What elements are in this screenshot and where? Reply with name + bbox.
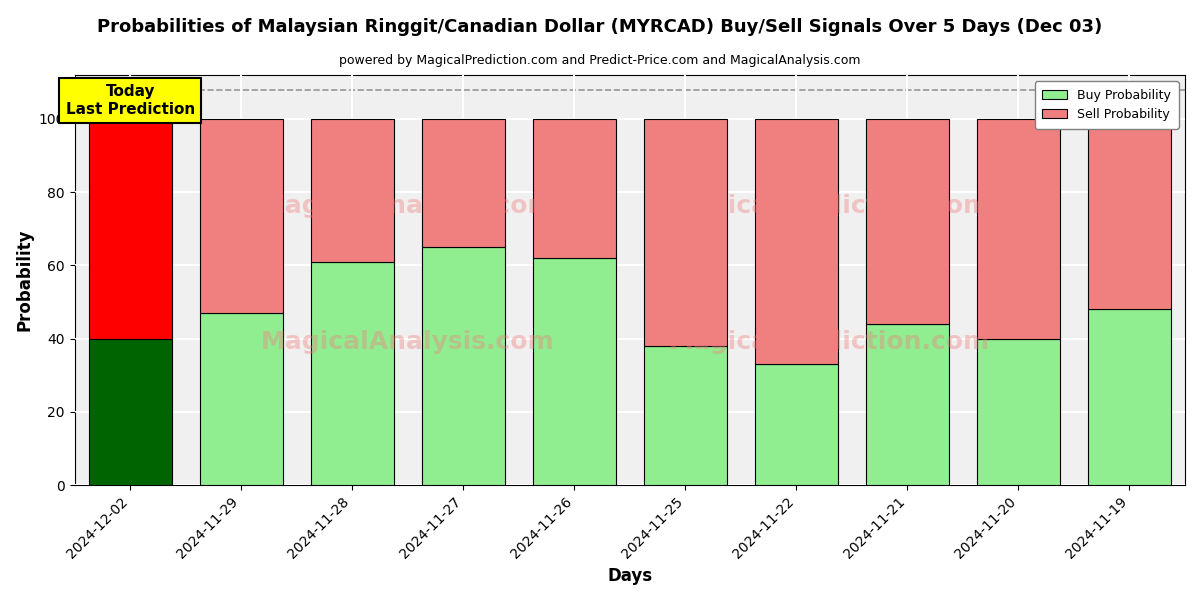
Bar xyxy=(199,313,283,485)
Text: Today
Last Prediction: Today Last Prediction xyxy=(66,85,194,117)
Text: powered by MagicalPrediction.com and Predict-Price.com and MagicalAnalysis.com: powered by MagicalPrediction.com and Pre… xyxy=(340,54,860,67)
Legend: Buy Probability, Sell Probability: Buy Probability, Sell Probability xyxy=(1034,81,1178,128)
Bar xyxy=(1088,310,1171,485)
Bar xyxy=(865,324,949,485)
X-axis label: Days: Days xyxy=(607,567,653,585)
Text: MagicalPrediction.com: MagicalPrediction.com xyxy=(670,329,990,353)
Text: MagicalPrediction.com: MagicalPrediction.com xyxy=(670,194,990,218)
Text: MagicalAnalysis.com: MagicalAnalysis.com xyxy=(260,329,554,353)
Bar xyxy=(311,262,394,485)
Bar xyxy=(643,119,727,346)
Bar xyxy=(643,346,727,485)
Bar xyxy=(199,119,283,313)
Text: Probabilities of Malaysian Ringgit/Canadian Dollar (MYRCAD) Buy/Sell Signals Ove: Probabilities of Malaysian Ringgit/Canad… xyxy=(97,18,1103,36)
Bar xyxy=(865,119,949,324)
Bar xyxy=(533,258,616,485)
Bar xyxy=(89,119,172,338)
Text: MagicalAnalysis.com: MagicalAnalysis.com xyxy=(260,194,554,218)
Bar xyxy=(977,119,1060,338)
Bar xyxy=(533,119,616,258)
Bar xyxy=(755,364,838,485)
Bar xyxy=(89,338,172,485)
Bar xyxy=(977,338,1060,485)
Bar xyxy=(755,119,838,364)
Bar xyxy=(1088,119,1171,310)
Y-axis label: Probability: Probability xyxy=(16,229,34,331)
Bar xyxy=(421,119,505,247)
Bar xyxy=(311,119,394,262)
Bar xyxy=(421,247,505,485)
